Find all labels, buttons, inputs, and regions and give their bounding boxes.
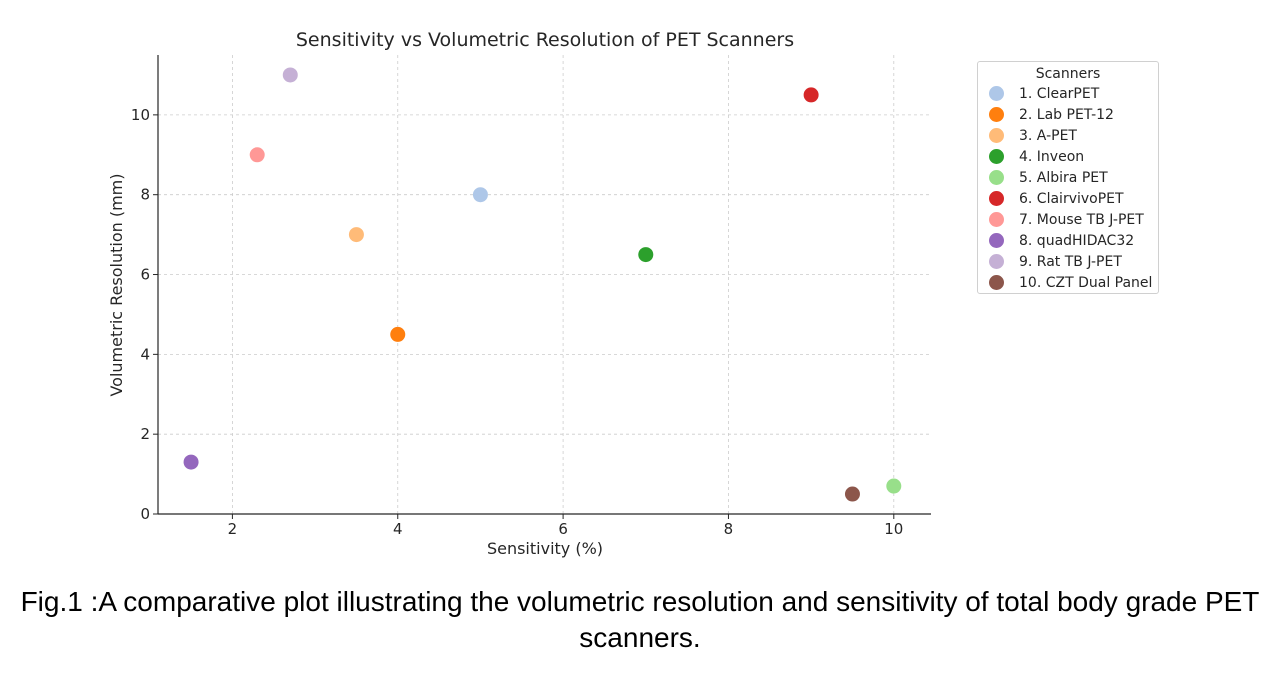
legend-entry: 5. Albira PET xyxy=(978,167,1158,188)
legend-label: 6. ClairvivoPET xyxy=(1019,190,1124,207)
chart-title: Sensitivity vs Volumetric Resolution of … xyxy=(296,29,794,51)
legend-entry: 8. quadHIDAC32 xyxy=(978,230,1158,251)
y-axis-label: Volumetric Resolution (mm) xyxy=(107,173,126,396)
grid xyxy=(158,55,931,515)
legend-entry: 6. ClairvivoPET xyxy=(978,188,1158,209)
figure-caption: Fig.1 :A comparative plot illustrating t… xyxy=(20,586,1260,653)
x-tick-label: 10 xyxy=(884,520,903,538)
x-tick-label: 2 xyxy=(228,520,238,538)
legend-marker xyxy=(989,191,1004,206)
legend-marker xyxy=(989,149,1004,164)
scatter-chart: Sensitivity vs Volumetric Resolution of … xyxy=(107,29,931,558)
legend-label: 5. Albira PET xyxy=(1019,169,1108,186)
data-point xyxy=(886,478,902,494)
y-tick-label: 0 xyxy=(140,505,150,523)
legend: Scanners 1. ClearPET 2. Lab PET-12 3. A-PE… xyxy=(977,61,1159,294)
legend-title: Scanners xyxy=(1035,66,1101,82)
legend-entry: 4. Inveon xyxy=(978,146,1158,167)
data-point xyxy=(390,326,406,342)
axes: 2 4 6 8 10 0 2 4 6 8 10 xyxy=(131,55,931,538)
y-tick-label: 8 xyxy=(140,186,150,204)
x-tick-label: 6 xyxy=(558,520,568,538)
data-point xyxy=(638,247,654,263)
data-point xyxy=(282,67,298,83)
legend-entry: 3. A-PET xyxy=(978,125,1158,146)
legend-marker xyxy=(989,170,1004,185)
data-point xyxy=(844,486,860,502)
data-point xyxy=(348,227,364,243)
data-point xyxy=(803,87,819,103)
legend-marker xyxy=(989,254,1004,269)
x-axis-label: Sensitivity (%) xyxy=(487,539,603,558)
data-point xyxy=(183,454,199,470)
y-tick-label: 4 xyxy=(140,345,150,363)
data-point xyxy=(472,187,488,203)
data-point xyxy=(249,147,265,163)
legend-entry: 7. Mouse TB J-PET xyxy=(978,209,1158,230)
legend-entries: 1. ClearPET 2. Lab PET-12 3. A-PET 4. Inveo… xyxy=(978,83,1158,293)
legend-label: 2. Lab PET-12 xyxy=(1019,106,1114,123)
data-points xyxy=(183,67,902,502)
legend-marker xyxy=(989,107,1004,122)
legend-marker xyxy=(989,128,1004,143)
y-tick-label: 6 xyxy=(140,266,150,284)
y-tick-label: 2 xyxy=(140,425,150,443)
x-tick-label: 4 xyxy=(393,520,403,538)
legend-marker xyxy=(989,275,1004,290)
legend-label: 7. Mouse TB J-PET xyxy=(1019,211,1144,228)
legend-label: 1. ClearPET xyxy=(1019,85,1100,102)
legend-label: 3. A-PET xyxy=(1019,127,1077,144)
legend-label: 9. Rat TB J-PET xyxy=(1019,253,1122,270)
legend-entry: 2. Lab PET-12 xyxy=(978,104,1158,125)
legend-marker xyxy=(989,212,1004,227)
legend-entry: 9. Rat TB J-PET xyxy=(978,251,1158,272)
legend-entry: 10. CZT Dual Panel xyxy=(978,272,1158,293)
legend-label: 4. Inveon xyxy=(1019,148,1085,165)
legend-entry: 1. ClearPET xyxy=(978,83,1158,104)
x-tick-label: 8 xyxy=(724,520,734,538)
legend-marker xyxy=(989,86,1004,101)
legend-label: 8. quadHIDAC32 xyxy=(1019,232,1135,249)
legend-label: 10. CZT Dual Panel xyxy=(1019,274,1153,291)
y-tick-label: 10 xyxy=(131,106,150,124)
legend-marker xyxy=(989,233,1004,248)
